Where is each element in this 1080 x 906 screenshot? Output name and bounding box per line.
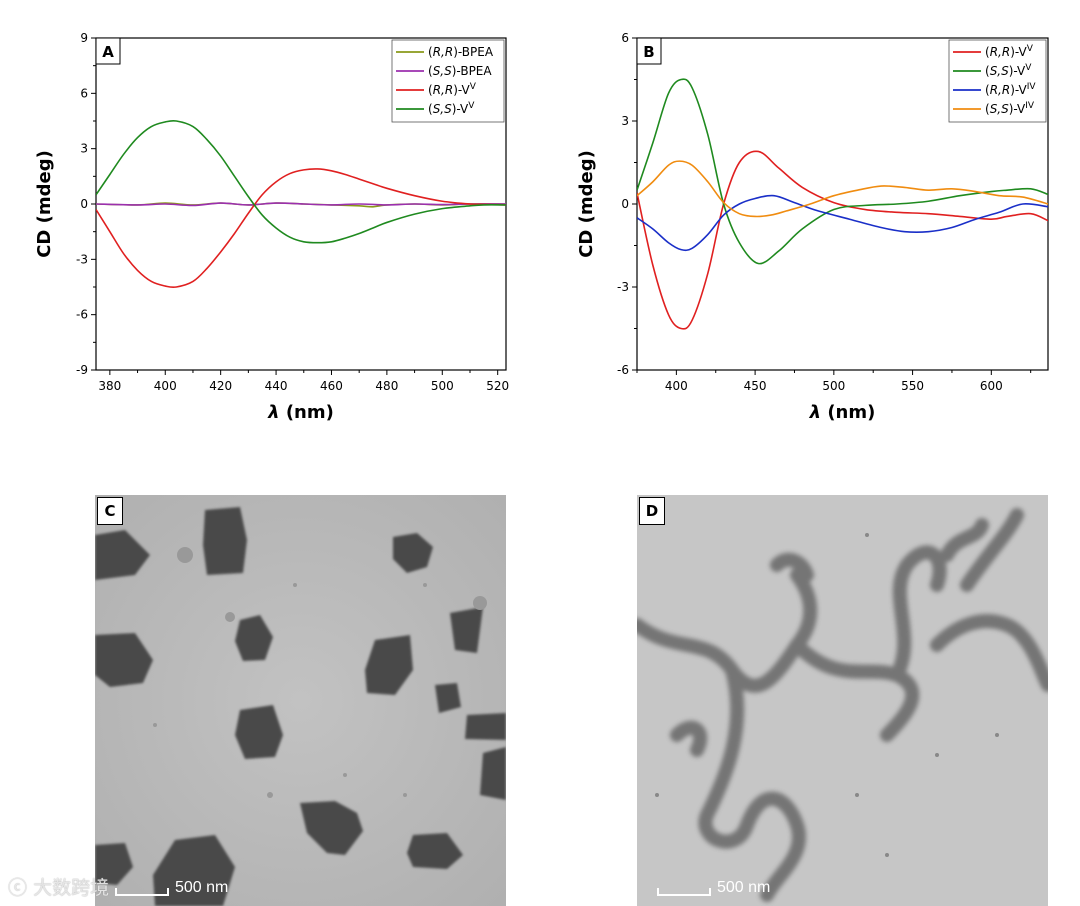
tem-c-particles [95, 507, 506, 906]
y-tick-label: 6 [621, 31, 629, 45]
x-tick-label: 550 [901, 379, 924, 393]
x-tick-label: 500 [431, 379, 454, 393]
y-tick-label: -6 [617, 363, 629, 377]
y-axis-label: CD (mdeg) [34, 150, 55, 258]
legend-label: (S,S)-VIV [985, 101, 1035, 116]
series-line-1 [637, 150, 1048, 330]
x-tick-label: 500 [822, 379, 845, 393]
series-line-2 [96, 202, 506, 207]
x-axis-label: λ (nm) [267, 402, 334, 423]
watermark-icon: ⓒ [8, 877, 28, 899]
scale-bar-label: 500 nm [717, 879, 771, 896]
legend-label: (S,S)-VV [985, 63, 1032, 78]
x-tick-label: 600 [980, 379, 1003, 393]
x-axis-label: λ (nm) [809, 402, 876, 423]
watermark-text: 大数跨境 [33, 877, 110, 899]
x-tick-label: 400 [154, 379, 177, 393]
legend-label: (R,R)-BPEA [428, 45, 494, 59]
y-tick-label: 3 [80, 142, 88, 156]
y-axis-label: CD (mdeg) [576, 150, 597, 258]
tem-image-d: D 500 nm [637, 495, 1048, 906]
legend-label: (R,R)-VV [985, 44, 1034, 59]
legend: (R,R)-VV (S,S)-VV (R,R)-VIV (S,S)-VIV [948, 39, 1047, 123]
series-line-2 [637, 78, 1048, 265]
scale-bar-d: 500 nm [657, 880, 770, 896]
x-tick-label: 460 [320, 379, 343, 393]
watermark: ⓒ 大数跨境 [8, 873, 109, 900]
series-line-3 [637, 194, 1048, 252]
tem-d-specks [655, 533, 999, 857]
y-tick-label: -6 [76, 308, 88, 322]
tem-c-texture [95, 495, 506, 906]
x-tick-label: 450 [744, 379, 767, 393]
chart-b: B -6 -3 0 3 6 400 450 500 550 600 λ (nm) CD (mdeg) (R… [576, 31, 1049, 423]
legend-label: (S,S)-BPEA [428, 64, 492, 78]
y-tick-label: -3 [76, 252, 88, 266]
panel-label-b: B [636, 37, 662, 65]
svg-text:B: B [643, 43, 654, 61]
y-tick-label: 6 [80, 86, 88, 100]
legend-label: (R,R)-VV [428, 82, 477, 97]
y-tick-label: 9 [80, 31, 88, 45]
y-tick-label: 0 [80, 197, 88, 211]
y-tick-label: -3 [617, 280, 629, 294]
series-line-4 [637, 160, 1048, 218]
legend-label: (R,R)-VIV [985, 82, 1036, 97]
y-tick-label: 3 [621, 114, 629, 128]
scale-bar-line [657, 888, 711, 896]
panel-label-c: C [97, 497, 123, 525]
scale-bar-label: 500 nm [175, 879, 229, 896]
svg-text:A: A [102, 43, 114, 61]
scale-bar-c: 500 nm [115, 880, 228, 896]
x-tick-label: 440 [265, 379, 288, 393]
x-tick-label: 520 [486, 379, 509, 393]
scale-bar-line [115, 888, 169, 896]
chart-a: A -9 -6 -3 0 3 6 9 380 400 420 440 460 480 500 520 λ (nm… [34, 31, 509, 423]
tem-c-specks [153, 547, 487, 798]
legend: (R,R)-BPEA (S,S)-BPEA (R,R)-VV (S,S)-VV [391, 39, 505, 123]
tem-d-texture [637, 495, 1048, 906]
panel-label-d: D [639, 497, 665, 525]
tem-image-c: C 500 nm [95, 495, 506, 906]
series-line-3 [96, 168, 506, 289]
y-tick-label: 0 [621, 197, 629, 211]
x-tick-label: 400 [665, 379, 688, 393]
tem-d-network [637, 508, 1048, 902]
y-tick-label: -9 [76, 363, 88, 377]
x-tick-label: 480 [375, 379, 398, 393]
series-line-4 [96, 119, 506, 244]
x-tick-label: 420 [209, 379, 232, 393]
x-tick-label: 380 [98, 379, 121, 393]
legend-label: (S,S)-VV [428, 101, 475, 116]
panel-label-a: A [95, 37, 121, 65]
